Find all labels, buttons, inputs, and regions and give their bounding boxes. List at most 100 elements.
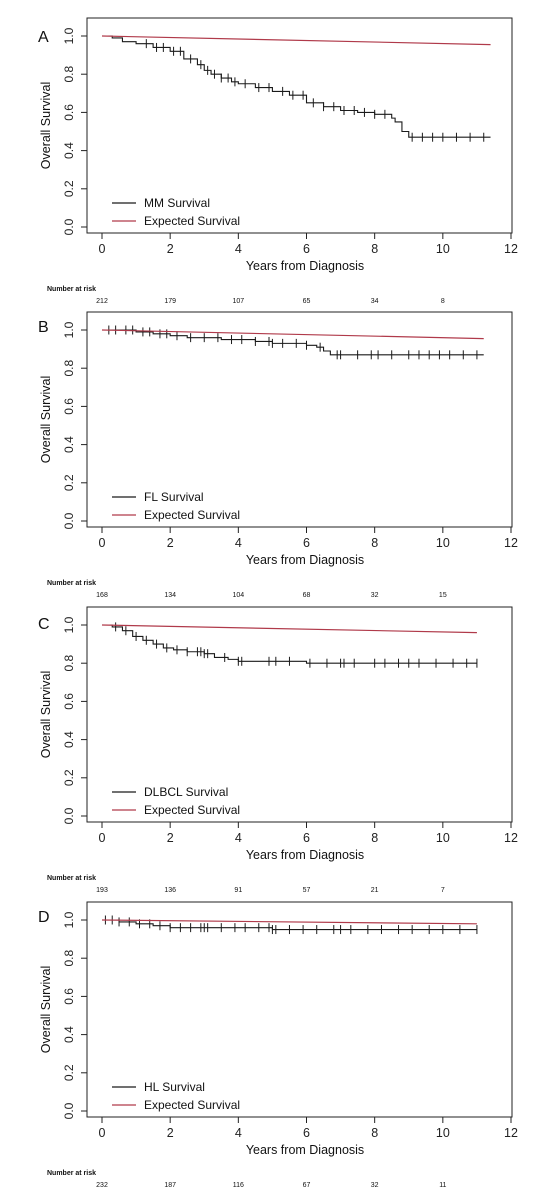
y-tick-label: 0.2 xyxy=(62,180,76,197)
y-tick-label: 1.0 xyxy=(62,616,76,633)
risk-table-label: Number at risk xyxy=(47,286,96,293)
risk-count: 11 xyxy=(439,1182,446,1189)
risk-count: 7 xyxy=(441,887,445,894)
risk-count: 67 xyxy=(303,1182,311,1189)
risk-table-label: Number at risk xyxy=(47,1170,96,1177)
plot-frame xyxy=(86,17,513,234)
plot-frame xyxy=(86,606,513,823)
survival-curve xyxy=(102,35,491,138)
risk-count: 212 xyxy=(96,298,108,305)
y-tick-label: 0.8 xyxy=(62,360,76,377)
y-tick-label: 0.4 xyxy=(62,731,76,748)
y-tick-label: 0.6 xyxy=(62,398,76,415)
x-tick-label: 4 xyxy=(235,536,242,550)
x-tick-label: 12 xyxy=(504,536,518,550)
expected-survival-line xyxy=(101,919,477,925)
y-axis-label: Overall Survival xyxy=(39,82,53,170)
x-axis-label: Years from Diagnosis xyxy=(246,259,364,273)
x-tick-label: 4 xyxy=(235,1126,242,1140)
y-tick-label: 0.6 xyxy=(62,693,76,710)
x-tick-label: 6 xyxy=(303,831,310,845)
risk-table-label: Number at risk xyxy=(47,580,96,587)
y-axis-label: Overall Survival xyxy=(39,966,53,1054)
y-axis-label: Overall Survival xyxy=(39,671,53,759)
x-tick-label: 10 xyxy=(436,242,450,256)
x-tick-label: 6 xyxy=(303,536,310,550)
x-tick-label: 2 xyxy=(167,831,174,845)
risk-count: 15 xyxy=(439,592,447,599)
risk-count: 34 xyxy=(371,298,379,305)
risk-count: 21 xyxy=(371,887,379,894)
x-tick-label: 4 xyxy=(235,242,242,256)
risk-count: 193 xyxy=(96,887,108,894)
y-tick-label: 1.0 xyxy=(62,321,76,338)
x-axis-label: Years from Diagnosis xyxy=(246,1143,364,1157)
x-tick-label: 0 xyxy=(99,536,106,550)
legend-label: HL Survival xyxy=(144,1080,205,1094)
panel-label: D xyxy=(38,909,50,926)
panel-label: B xyxy=(38,319,49,336)
x-tick-label: 6 xyxy=(303,1126,310,1140)
risk-count: 32 xyxy=(371,1182,379,1189)
legend-label: Expected Survival xyxy=(144,508,240,522)
risk-count: 107 xyxy=(232,298,244,305)
y-tick-label: 0.6 xyxy=(62,104,76,121)
risk-count: 232 xyxy=(96,1182,108,1189)
x-tick-label: 4 xyxy=(235,831,242,845)
y-tick-label: 1.0 xyxy=(62,27,76,44)
x-tick-label: 12 xyxy=(504,242,518,256)
legend-label: MM Survival xyxy=(144,196,210,210)
y-tick-label: 0.4 xyxy=(62,1026,76,1043)
x-tick-label: 6 xyxy=(303,242,310,256)
y-tick-label: 0.0 xyxy=(62,807,76,824)
x-tick-label: 2 xyxy=(167,536,174,550)
x-tick-label: 8 xyxy=(371,831,378,845)
x-tick-label: 0 xyxy=(99,242,106,256)
x-tick-label: 12 xyxy=(504,1126,518,1140)
legend-label: DLBCL Survival xyxy=(144,785,228,799)
plot-frame xyxy=(86,311,513,528)
y-tick-label: 0.2 xyxy=(62,769,76,786)
risk-table-label: Number at risk xyxy=(47,875,96,882)
risk-count: 168 xyxy=(96,592,108,599)
legend-label: Expected Survival xyxy=(144,1098,240,1112)
y-tick-label: 0.4 xyxy=(62,142,76,159)
risk-count: 8 xyxy=(441,298,445,305)
plot-frame xyxy=(86,901,513,1118)
risk-count: 187 xyxy=(164,1182,176,1189)
panel-label: A xyxy=(38,29,49,46)
risk-count: 57 xyxy=(303,887,311,894)
y-tick-label: 0.6 xyxy=(62,988,76,1005)
x-tick-label: 0 xyxy=(99,1126,106,1140)
x-tick-label: 12 xyxy=(504,831,518,845)
legend-label: Expected Survival xyxy=(144,803,240,817)
risk-count: 134 xyxy=(164,592,176,599)
survival-curve xyxy=(102,329,484,356)
y-tick-label: 0.0 xyxy=(62,218,76,235)
y-tick-label: 0.2 xyxy=(62,474,76,491)
y-tick-label: 0.0 xyxy=(62,512,76,529)
risk-count: 32 xyxy=(371,592,379,599)
legend-label: Expected Survival xyxy=(144,214,240,228)
y-tick-label: 0.8 xyxy=(62,66,76,83)
risk-count: 136 xyxy=(164,887,176,894)
y-tick-label: 0.2 xyxy=(62,1064,76,1081)
y-tick-label: 1.0 xyxy=(62,911,76,928)
expected-survival-line xyxy=(101,624,477,634)
y-tick-label: 0.8 xyxy=(62,655,76,672)
x-tick-label: 10 xyxy=(436,1126,450,1140)
legend-label: FL Survival xyxy=(144,490,204,504)
x-tick-label: 8 xyxy=(371,536,378,550)
x-tick-label: 2 xyxy=(167,1126,174,1140)
x-tick-label: 8 xyxy=(371,242,378,256)
y-tick-label: 0.4 xyxy=(62,436,76,453)
x-tick-label: 10 xyxy=(436,831,450,845)
x-tick-label: 0 xyxy=(99,831,106,845)
y-tick-label: 0.8 xyxy=(62,950,76,967)
risk-count: 116 xyxy=(233,1182,244,1189)
risk-count: 104 xyxy=(232,592,244,599)
risk-count: 68 xyxy=(303,592,311,599)
risk-count: 179 xyxy=(164,298,176,305)
y-tick-label: 0.0 xyxy=(62,1102,76,1119)
